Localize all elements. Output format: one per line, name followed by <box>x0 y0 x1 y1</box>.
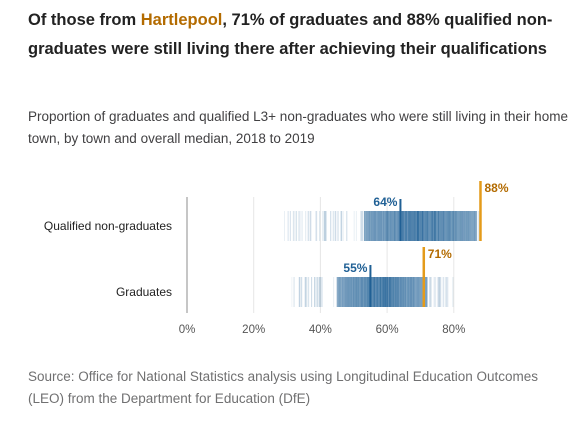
median-label: 55% <box>343 261 367 275</box>
title-prefix: Of those from <box>28 11 141 29</box>
x-tick-label: 20% <box>242 324 265 336</box>
x-tick-label: 0% <box>179 324 196 336</box>
median-label: 64% <box>373 195 397 209</box>
chart-subtitle: Proportion of graduates and qualified L3… <box>28 109 568 146</box>
x-tick-label: 40% <box>309 324 332 336</box>
chart-title: Of those from Hartlepool, 71% of graduat… <box>28 6 568 64</box>
x-tick-label: 60% <box>376 324 399 336</box>
strip-plot: 0% 20% 40% 60% 80% Qualified non-graduates 64%… <box>44 181 509 336</box>
category-label: Graduates <box>116 285 172 299</box>
category-label: Qualified non-graduates <box>44 219 172 233</box>
title-suffix: , 71% of graduates and 88% qualified non… <box>28 11 553 58</box>
title-town: Hartlepool <box>140 11 223 29</box>
town-value-label: 71% <box>428 247 452 261</box>
x-tick-label: 80% <box>442 324 465 336</box>
source-note: Source: Office for National Statistics a… <box>28 369 539 406</box>
town-value-label: 88% <box>484 181 508 195</box>
